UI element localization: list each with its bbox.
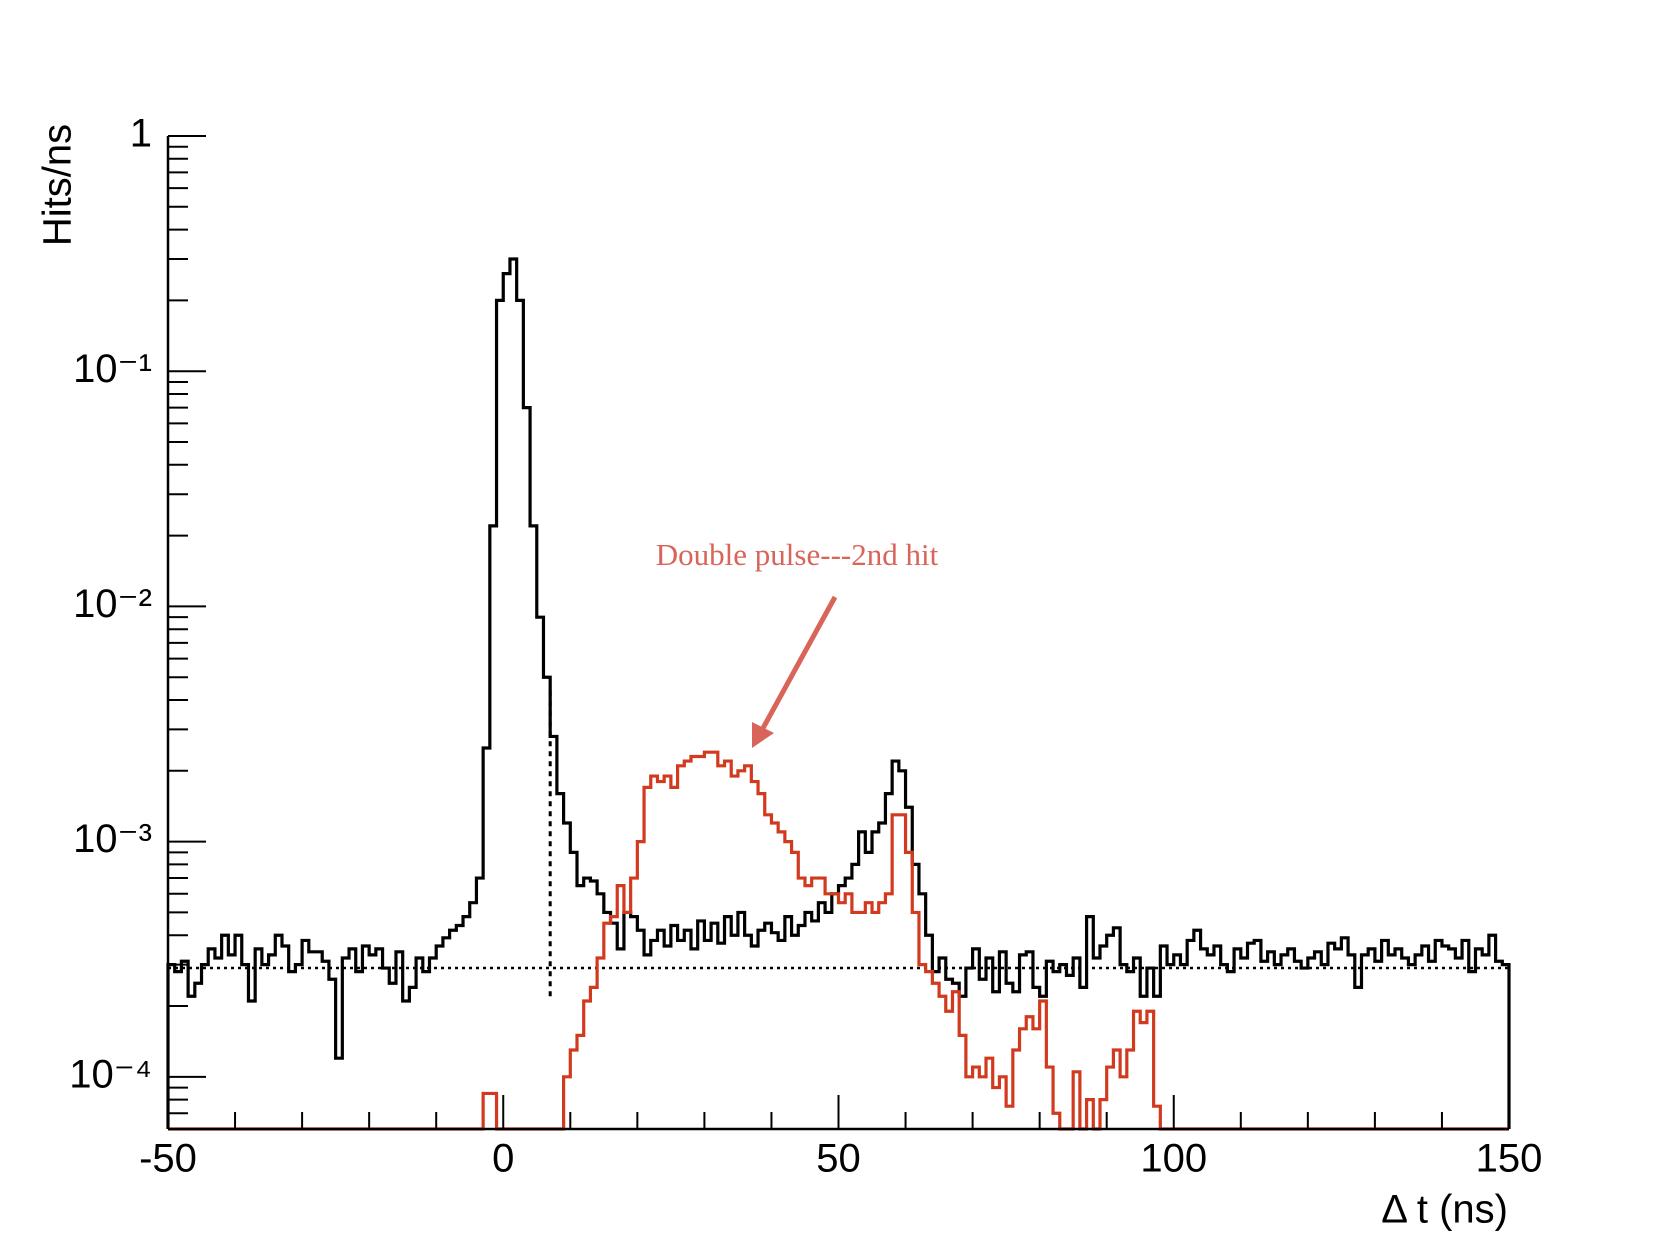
y-tick-label: 10⁻¹ [73, 347, 152, 391]
x-tick-label: 150 [1476, 1137, 1543, 1181]
y-tick-label: 10⁻⁴ [69, 1052, 152, 1096]
y-axis-label: Hits/ns [36, 124, 80, 246]
annotation: Double pulse---2nd hit [656, 537, 939, 572]
y-tick-label: 1 [130, 112, 152, 156]
annotation-arrowhead [752, 722, 774, 748]
x-tick-label: 50 [816, 1137, 861, 1181]
y-tick-label: 10⁻³ [73, 817, 152, 861]
x-tick-label: 0 [492, 1137, 514, 1181]
annotation-arrow [759, 595, 838, 732]
x-tick-label: -50 [139, 1137, 197, 1181]
x-tick-label: 100 [1140, 1137, 1207, 1181]
y-tick-label: 10⁻² [73, 582, 152, 626]
x-axis-label: Δ t (ns) [1381, 1188, 1508, 1232]
histogram [166, 257, 1511, 1129]
